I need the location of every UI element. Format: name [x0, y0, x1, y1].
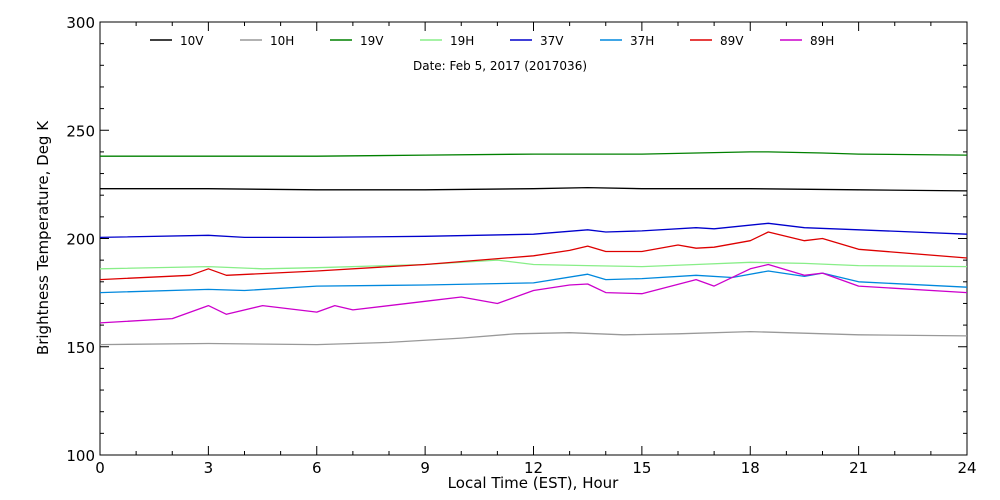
legend-label: 37V [540, 34, 564, 48]
x-tick-label: 21 [849, 459, 868, 477]
series-line-10h [99, 330, 968, 346]
y-tick-label: 200 [66, 231, 95, 249]
x-tick-label: 15 [632, 459, 651, 477]
axes: 0 3 6 9 12 15 18 21 24 100 150 200 250 300 [66, 14, 976, 477]
x-tick-label: 9 [420, 459, 430, 477]
legend-label: 10V [180, 34, 204, 48]
legend-label: 10H [270, 34, 294, 48]
y-tick-label: 100 [66, 447, 95, 465]
series-line-19v [100, 151, 968, 157]
legend-label: 19H [450, 34, 474, 48]
y-axis-title: Brightness Temperature, Deg K [34, 120, 52, 355]
series-lines [99, 151, 968, 346]
series-line-89h [99, 263, 968, 324]
y-tick-label: 300 [66, 14, 95, 32]
series-line-10v [100, 186, 968, 192]
date-annotation: Date: Feb 5, 2017 (2017036) [413, 59, 587, 73]
legend-label: 37H [630, 34, 654, 48]
x-tick-label: 12 [524, 459, 543, 477]
legend: 10V 10H 19V 19H 37V 37H 89V 89H [150, 34, 834, 48]
x-tick-label: 24 [957, 459, 976, 477]
series-line-89v [99, 231, 968, 281]
x-tick-label: 6 [312, 459, 322, 477]
x-tick-label: 0 [95, 459, 105, 477]
y-tick-label: 250 [66, 122, 95, 140]
y-tick-label: 150 [66, 339, 95, 357]
x-axis-title: Local Time (EST), Hour [448, 474, 619, 492]
series-line-19h [99, 259, 968, 270]
x-tick-label: 18 [741, 459, 760, 477]
legend-label: 89V [720, 34, 744, 48]
series-line-37v [99, 222, 968, 239]
legend-label: 19V [360, 34, 384, 48]
x-tick-label: 3 [204, 459, 214, 477]
legend-label: 89H [810, 34, 834, 48]
